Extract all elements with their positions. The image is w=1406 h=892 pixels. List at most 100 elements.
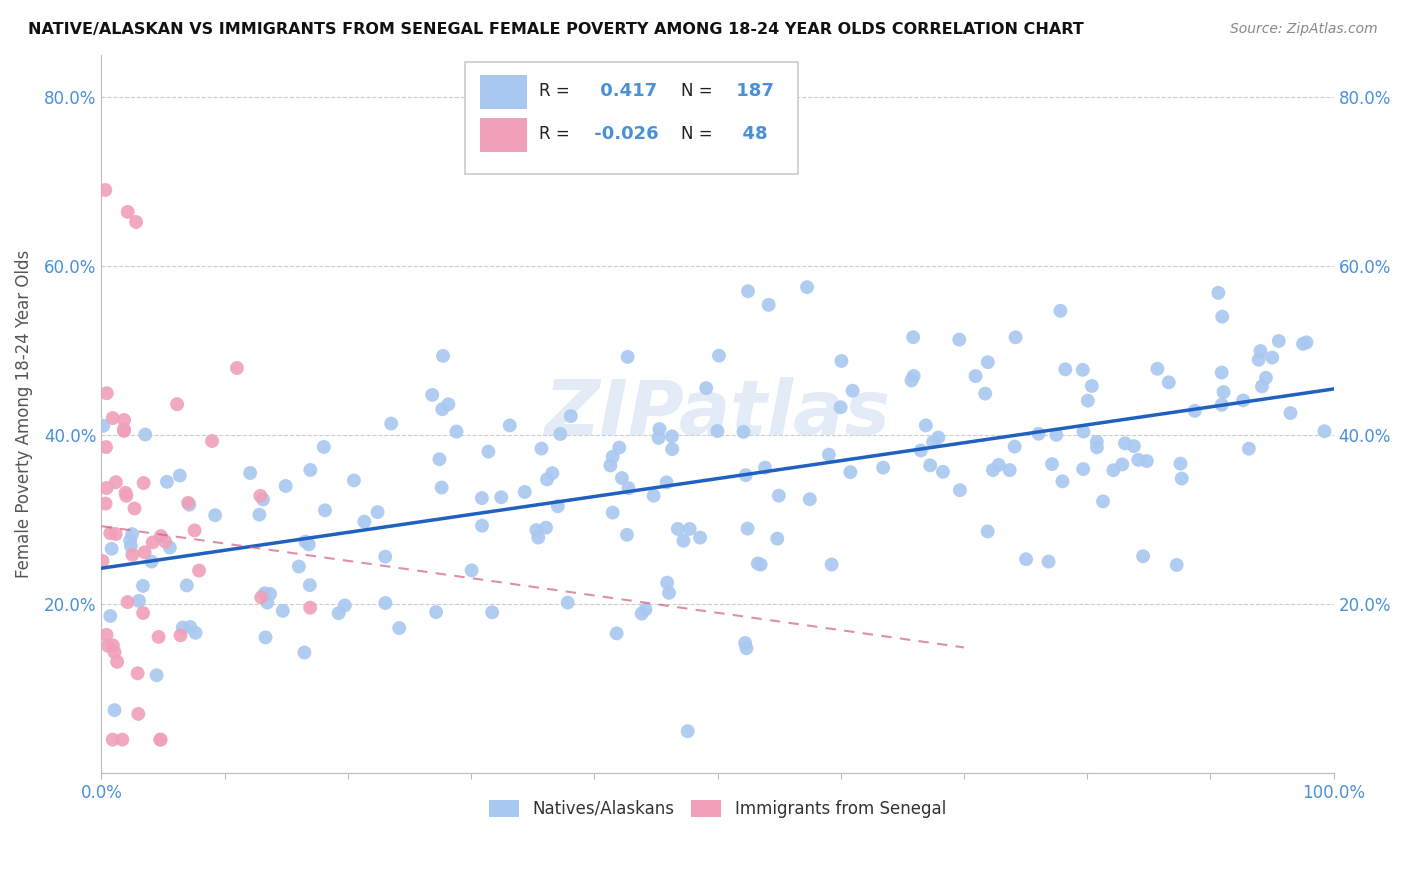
Point: [477, 444, 499, 458]
Point: [239, 466, 262, 480]
Point: [733, 425, 755, 439]
Point: [1085, 434, 1108, 449]
Text: R =: R =: [538, 82, 569, 100]
Point: [388, 621, 411, 635]
Point: [1038, 555, 1060, 569]
Point: [115, 489, 138, 503]
Point: [735, 641, 758, 656]
Point: [145, 668, 167, 682]
Point: [647, 431, 669, 445]
Point: [630, 607, 652, 621]
Point: [1184, 404, 1206, 418]
Point: [526, 523, 548, 537]
Point: [328, 606, 350, 620]
Point: [799, 492, 821, 507]
Point: [201, 434, 224, 448]
Point: [253, 586, 276, 600]
Point: [1211, 398, 1233, 412]
Point: [299, 463, 322, 477]
Point: [127, 666, 149, 681]
Point: [1071, 462, 1094, 476]
Point: [176, 578, 198, 592]
Point: [134, 427, 156, 442]
Point: [1054, 362, 1077, 376]
Text: ZIPatlas: ZIPatlas: [544, 377, 890, 451]
Text: R =: R =: [538, 125, 569, 143]
Point: [104, 527, 127, 541]
Point: [547, 499, 569, 513]
Point: [249, 489, 271, 503]
Point: [125, 215, 148, 229]
Point: [226, 361, 249, 376]
Point: [111, 732, 134, 747]
Point: [149, 529, 172, 543]
Point: [94, 183, 117, 197]
Point: [112, 423, 135, 437]
Point: [177, 496, 200, 510]
Point: [118, 533, 141, 548]
Point: [1114, 436, 1136, 450]
Point: [127, 706, 149, 721]
Point: [91, 554, 114, 568]
Point: [914, 418, 936, 433]
Point: [420, 388, 443, 402]
Point: [607, 441, 630, 455]
Point: [1028, 426, 1050, 441]
Point: [560, 409, 582, 423]
Point: [1251, 379, 1274, 393]
Point: [1040, 457, 1063, 471]
Point: [104, 645, 127, 659]
Point: [1073, 425, 1095, 439]
Point: [252, 492, 274, 507]
Point: [256, 596, 278, 610]
Point: [1212, 385, 1234, 400]
Point: [830, 401, 852, 415]
Point: [91, 418, 114, 433]
Point: [271, 604, 294, 618]
Point: [333, 599, 356, 613]
Point: [105, 655, 128, 669]
Point: [437, 397, 460, 411]
Point: [169, 628, 191, 642]
Point: [932, 465, 955, 479]
Point: [489, 490, 512, 504]
Point: [616, 528, 638, 542]
Point: [920, 458, 942, 473]
Point: [1166, 558, 1188, 572]
Point: [471, 518, 494, 533]
Point: [602, 506, 624, 520]
Point: [766, 532, 789, 546]
Point: [96, 481, 118, 495]
Point: [987, 458, 1010, 472]
Bar: [479, 118, 527, 153]
Point: [901, 330, 924, 344]
Text: 187: 187: [730, 82, 773, 100]
Point: [259, 587, 281, 601]
Point: [658, 586, 681, 600]
Point: [1077, 393, 1099, 408]
Point: [1004, 330, 1026, 344]
Point: [132, 475, 155, 490]
Point: [643, 489, 665, 503]
Point: [872, 460, 894, 475]
Point: [922, 434, 945, 449]
Point: [747, 557, 769, 571]
Point: [425, 605, 447, 619]
Point: [97, 639, 120, 653]
Point: [974, 386, 997, 401]
Point: [169, 468, 191, 483]
Point: [112, 413, 135, 427]
Point: [149, 732, 172, 747]
Point: [380, 417, 402, 431]
Point: [1170, 472, 1192, 486]
Point: [1092, 494, 1115, 508]
Text: N =: N =: [681, 125, 713, 143]
Point: [695, 381, 717, 395]
Point: [666, 522, 689, 536]
Point: [616, 350, 638, 364]
Point: [367, 505, 389, 519]
Point: [1045, 428, 1067, 442]
Point: [101, 638, 124, 652]
Point: [1085, 441, 1108, 455]
Point: [1122, 439, 1144, 453]
